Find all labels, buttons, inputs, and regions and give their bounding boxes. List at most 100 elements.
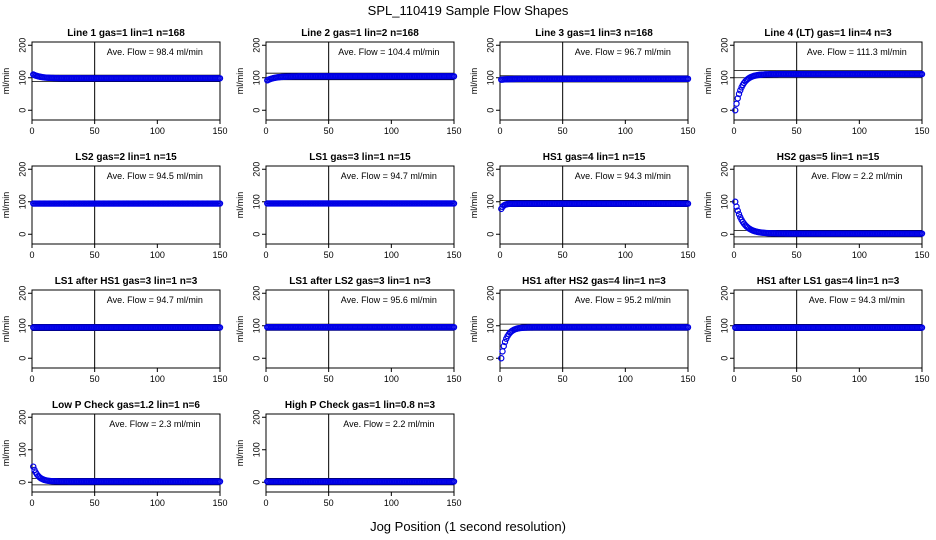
x-tick-label: 50	[558, 126, 568, 136]
x-tick-label: 0	[497, 250, 502, 260]
x-tick-label: 50	[558, 250, 568, 260]
x-tick-label: 150	[914, 250, 929, 260]
avg-flow-annotation: Ave. Flow = 94.5 ml/min	[107, 171, 203, 181]
panel-title: HS1 after HS2 gas=4 lin=1 n=3	[522, 276, 666, 287]
x-tick-label: 0	[731, 126, 736, 136]
y-tick-label: 100	[17, 442, 27, 457]
x-tick-label: 0	[29, 374, 34, 384]
data-points	[498, 200, 692, 213]
data-points	[498, 75, 692, 83]
panel-title: LS1 after HS1 gas=3 lin=1 n=3	[55, 276, 198, 287]
y-tick-label: 0	[719, 356, 729, 361]
x-tick-label: 150	[680, 250, 695, 260]
x-tick-label: 150	[446, 250, 461, 260]
x-tick-label: 150	[446, 498, 461, 508]
panel-title: Line 2 gas=1 lin=2 n=168	[301, 28, 419, 39]
data-point	[918, 70, 926, 78]
y-tick-label: 100	[719, 70, 729, 85]
x-tick-label: 100	[384, 498, 399, 508]
x-tick-label: 100	[150, 498, 165, 508]
x-tick-label: 150	[914, 126, 929, 136]
y-tick-label: 100	[485, 70, 495, 85]
data-point	[735, 90, 743, 98]
panel-6: LS1 gas=3 lin=1 n=15 0 50 100 150 0 100 200 ml/m…	[235, 152, 462, 260]
x-tick-label: 0	[497, 126, 502, 136]
data-point	[30, 463, 37, 470]
data-point	[450, 478, 458, 485]
y-tick-label: 200	[251, 410, 261, 425]
data-point	[216, 478, 224, 485]
panel-2: Line 2 gas=1 lin=2 n=168 0 50 100 150 0 100 200…	[235, 28, 462, 136]
x-tick-label: 100	[150, 250, 165, 260]
y-tick-label: 200	[17, 286, 27, 301]
y-tick-label: 100	[251, 194, 261, 209]
y-axis-label: ml/min	[1, 440, 11, 467]
panel-title: Line 1 gas=1 lin=1 n=168	[67, 28, 185, 39]
data-point	[450, 323, 458, 331]
x-tick-label: 100	[852, 250, 867, 260]
y-axis-label: ml/min	[703, 192, 713, 219]
x-tick-label: 100	[618, 374, 633, 384]
x-tick-label: 0	[497, 374, 502, 384]
y-tick-label: 0	[485, 108, 495, 113]
x-tick-label: 100	[150, 126, 165, 136]
x-tick-label: 100	[852, 374, 867, 384]
panel-7: HS1 gas=4 lin=1 n=15 0 50 100 150 0 100 200 ml/m…	[469, 152, 696, 260]
avg-flow-annotation: Ave. Flow = 98.4 ml/min	[107, 47, 203, 57]
y-axis-label: ml/min	[703, 316, 713, 343]
data-point	[450, 200, 458, 207]
avg-flow-annotation: Ave. Flow = 94.3 ml/min	[809, 295, 905, 305]
data-point	[684, 200, 692, 207]
panel-title: Line 4 (LT) gas=1 lin=4 n=3	[764, 28, 892, 39]
x-tick-label: 0	[731, 374, 736, 384]
y-axis-label: ml/min	[469, 316, 479, 343]
panel-title: LS1 gas=3 lin=1 n=15	[309, 152, 411, 163]
x-tick-label: 100	[384, 250, 399, 260]
y-tick-label: 200	[485, 286, 495, 301]
plot-box	[733, 41, 923, 121]
data-point	[499, 348, 506, 355]
data-points	[732, 324, 926, 331]
data-point	[735, 211, 743, 218]
avg-flow-annotation: Ave. Flow = 111.3 ml/min	[807, 47, 907, 57]
y-tick-label: 0	[719, 232, 729, 237]
data-point	[918, 230, 926, 237]
panel-9: LS1 after HS1 gas=3 lin=1 n=3 0 50 100 150 0 1…	[1, 276, 228, 384]
panel-title: HS1 after LS1 gas=4 lin=1 n=3	[757, 276, 900, 287]
x-tick-label: 50	[90, 126, 100, 136]
y-tick-label: 200	[485, 38, 495, 53]
y-tick-label: 200	[719, 38, 729, 53]
data-point	[501, 338, 509, 346]
data-point	[498, 355, 505, 362]
avg-flow-annotation: Ave. Flow = 94.7 ml/min	[107, 295, 203, 305]
x-tick-label: 0	[29, 126, 34, 136]
y-tick-label: 100	[485, 194, 495, 209]
panel-3: Line 3 gas=1 lin=3 n=168 0 50 100 150 0 100 200…	[469, 28, 696, 136]
panels-group: Line 1 gas=1 lin=1 n=168 0 50 100 150 0 100 200…	[1, 28, 930, 508]
panel-14: High P Check gas=1 lin=0.8 n=3 0 50 100 150 0…	[235, 400, 462, 508]
y-tick-label: 100	[251, 70, 261, 85]
data-points	[732, 70, 926, 114]
y-tick-label: 100	[251, 442, 261, 457]
x-tick-label: 50	[792, 374, 802, 384]
x-tick-label: 0	[263, 374, 268, 384]
y-axis-label: ml/min	[703, 68, 713, 95]
panel-title: Low P Check gas=1.2 lin=1 n=6	[52, 400, 200, 411]
x-tick-label: 50	[90, 250, 100, 260]
x-tick-label: 0	[29, 250, 34, 260]
x-tick-label: 0	[29, 498, 34, 508]
avg-flow-annotation: Ave. Flow = 104.4 ml/min	[338, 47, 439, 57]
y-tick-label: 200	[719, 286, 729, 301]
panel-12: HS1 after LS1 gas=4 lin=1 n=3 0 50 100 150 0 1…	[703, 276, 930, 384]
y-tick-label: 0	[17, 232, 27, 237]
x-tick-label: 100	[384, 126, 399, 136]
y-tick-label: 100	[17, 70, 27, 85]
data-points	[30, 200, 224, 207]
panel-11: HS1 after HS2 gas=4 lin=1 n=3 0 50 100 150 0 1…	[469, 276, 696, 384]
data-point	[216, 324, 224, 331]
data-point	[500, 342, 507, 350]
y-tick-label: 0	[251, 480, 261, 485]
y-tick-label: 0	[485, 232, 495, 237]
x-tick-label: 50	[558, 374, 568, 384]
avg-flow-annotation: Ave. Flow = 2.2 ml/min	[343, 419, 434, 429]
